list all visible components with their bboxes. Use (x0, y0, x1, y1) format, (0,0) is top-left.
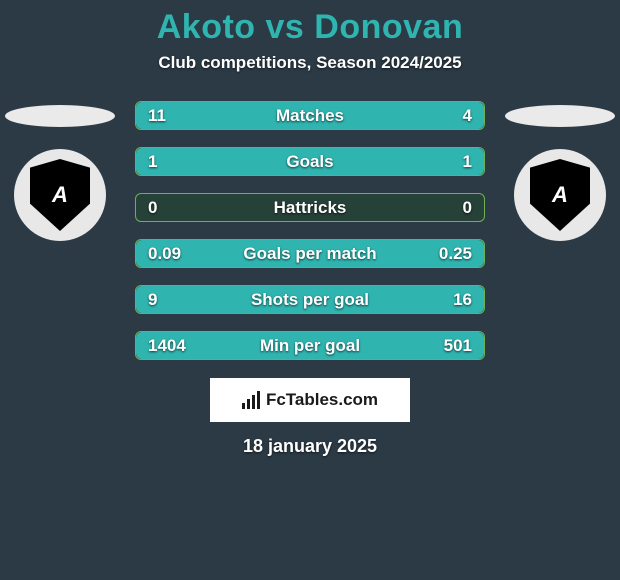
bar-fill-left (136, 102, 391, 129)
stat-value-left: 0 (148, 198, 157, 218)
subtitle: Club competitions, Season 2024/2025 (0, 53, 620, 73)
club-badge-right: A (514, 149, 606, 241)
club-badge-left: A (14, 149, 106, 241)
right-player-column: A (500, 101, 620, 241)
stat-label: Goals per match (243, 244, 376, 264)
player-photo-placeholder-left (5, 105, 115, 127)
fctables-logo: FcTables.com (210, 378, 410, 422)
stat-row: 9 16 Shots per goal (135, 285, 485, 314)
bar-fill-right (310, 148, 484, 175)
stat-label: Hattricks (274, 198, 347, 218)
date-label: 18 january 2025 (0, 436, 620, 457)
shield-icon: A (30, 159, 90, 231)
left-player-column: A (0, 101, 120, 241)
stat-value-left: 1404 (148, 336, 186, 356)
stat-value-right: 1 (463, 152, 472, 172)
stat-value-right: 16 (453, 290, 472, 310)
body-area: A A 114Matches11Goals00Hattricks0.090.25… (0, 101, 620, 360)
stat-value-right: 501 (444, 336, 472, 356)
comparison-card: Akoto vs Donovan Club competitions, Seas… (0, 0, 620, 580)
stat-row: 1 1 Goals (135, 147, 485, 176)
stat-row: 0.09 0.25 Goals per match (135, 239, 485, 268)
bar-fill-left (136, 148, 310, 175)
page-title: Akoto vs Donovan (0, 0, 620, 47)
stat-value-left: 11 (148, 106, 166, 126)
stat-value-left: 1 (148, 152, 157, 172)
stat-value-right: 0 (463, 198, 472, 218)
stat-label: Min per goal (260, 336, 360, 356)
stat-value-right: 4 (463, 106, 472, 126)
stat-label: Goals (286, 152, 333, 172)
player-photo-placeholder-right (505, 105, 615, 127)
logo-text: FcTables.com (266, 390, 378, 410)
stat-row: 11 4 Matches (135, 101, 485, 130)
stat-value-right: 0.25 (439, 244, 472, 264)
logo-bars-icon (242, 391, 260, 409)
stat-label: Matches (276, 106, 344, 126)
stat-bars: 114Matches11Goals00Hattricks0.090.25Goal… (135, 101, 485, 360)
shield-icon: A (530, 159, 590, 231)
stat-row: 0 0 Hattricks (135, 193, 485, 222)
stat-value-left: 9 (148, 290, 157, 310)
stat-label: Shots per goal (251, 290, 369, 310)
stat-value-left: 0.09 (148, 244, 181, 264)
stat-row: 1404 501 Min per goal (135, 331, 485, 360)
